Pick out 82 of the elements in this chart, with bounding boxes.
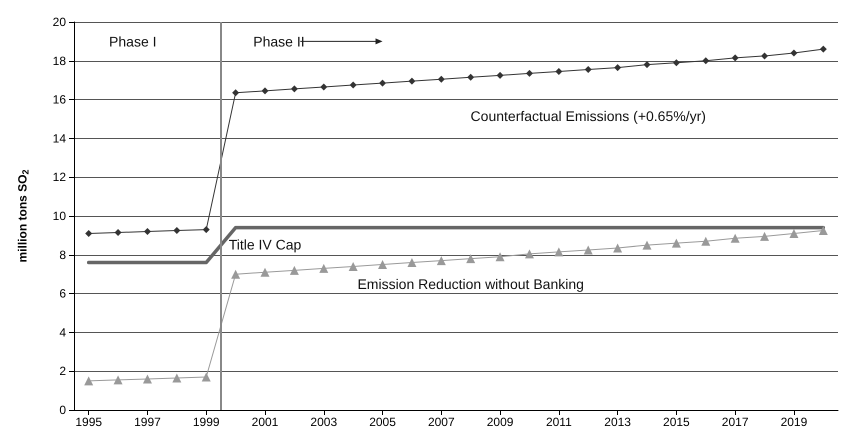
point bbox=[820, 46, 827, 53]
x-tick-label: 2015 bbox=[663, 415, 690, 429]
point bbox=[467, 74, 474, 81]
y-tick-label: 20 bbox=[52, 15, 66, 29]
y-tick-label: 8 bbox=[59, 248, 66, 262]
series-label: Counterfactual Emissions (+0.65%/yr) bbox=[470, 108, 706, 124]
point bbox=[320, 83, 328, 90]
point bbox=[232, 89, 240, 96]
y-tick-label: 10 bbox=[52, 209, 66, 223]
point bbox=[642, 240, 652, 250]
point bbox=[730, 234, 740, 243]
series-label: Title IV Cap bbox=[228, 236, 302, 253]
point bbox=[378, 260, 388, 269]
point bbox=[290, 85, 298, 92]
y-tick-label: 18 bbox=[52, 54, 66, 68]
point bbox=[202, 226, 210, 234]
point bbox=[584, 245, 593, 254]
point bbox=[526, 70, 533, 77]
point bbox=[85, 230, 92, 237]
x-tick-label: 2003 bbox=[310, 415, 338, 429]
point bbox=[350, 82, 357, 89]
point bbox=[407, 258, 416, 268]
point bbox=[84, 376, 94, 386]
y-tick-label: 6 bbox=[59, 286, 66, 301]
point bbox=[702, 57, 710, 64]
point bbox=[436, 256, 446, 266]
y-tick-label: 14 bbox=[52, 131, 66, 146]
point bbox=[496, 72, 504, 79]
x-tick-label: 2019 bbox=[780, 415, 808, 429]
point bbox=[202, 372, 211, 382]
series-label: Emission Reduction without Banking bbox=[357, 276, 584, 292]
y-tick-label: 12 bbox=[52, 170, 66, 184]
point bbox=[554, 247, 564, 256]
point bbox=[173, 227, 180, 234]
point bbox=[672, 59, 680, 66]
point bbox=[496, 252, 505, 262]
annotation: Phase II bbox=[253, 33, 305, 50]
annotation: Phase I bbox=[109, 33, 157, 50]
point bbox=[319, 264, 328, 273]
point bbox=[142, 374, 152, 384]
point bbox=[438, 76, 445, 83]
point bbox=[644, 61, 650, 68]
x-tick-label: 2011 bbox=[546, 415, 572, 429]
point bbox=[732, 54, 739, 62]
y-tick-label: 0 bbox=[59, 403, 66, 417]
point bbox=[231, 270, 240, 279]
point bbox=[555, 68, 562, 75]
x-tick-label: 2009 bbox=[486, 415, 514, 429]
point bbox=[790, 50, 798, 57]
x-tick-label: 2013 bbox=[604, 415, 632, 429]
point bbox=[260, 268, 270, 277]
x-tick-label: 1999 bbox=[192, 415, 220, 429]
point bbox=[408, 78, 416, 85]
y-tick-label: 2 bbox=[59, 364, 66, 378]
point bbox=[818, 226, 828, 236]
point bbox=[614, 64, 622, 72]
point bbox=[114, 375, 123, 384]
y-tick-label: 4 bbox=[59, 325, 66, 340]
x-tick-label: 1995 bbox=[75, 415, 102, 429]
point bbox=[348, 262, 358, 271]
point bbox=[760, 232, 770, 241]
point bbox=[584, 66, 592, 74]
x-tick-label: 2001 bbox=[252, 415, 279, 429]
x-tick-label: 1997 bbox=[134, 415, 162, 429]
point bbox=[379, 80, 386, 87]
point bbox=[144, 228, 151, 236]
y-axis-title: million tons SO2 bbox=[16, 169, 30, 263]
y-tick-label: 16 bbox=[52, 92, 66, 107]
x-tick-label: 2007 bbox=[428, 415, 455, 429]
x-tick-label: 2005 bbox=[369, 415, 396, 429]
point bbox=[701, 236, 710, 246]
point bbox=[262, 87, 268, 94]
point bbox=[613, 244, 622, 253]
point bbox=[761, 52, 768, 60]
point bbox=[290, 266, 299, 275]
point bbox=[172, 373, 182, 382]
point bbox=[524, 249, 534, 258]
x-tick-label: 2017 bbox=[722, 415, 749, 429]
point bbox=[789, 228, 798, 238]
point bbox=[672, 238, 681, 248]
point bbox=[466, 254, 476, 264]
point bbox=[114, 228, 122, 236]
